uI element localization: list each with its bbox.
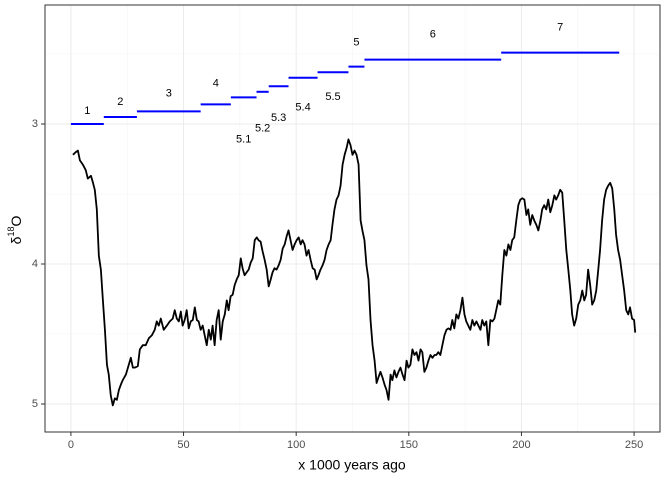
plot-area: 1 2 3 4 5.1 5.25.3 5.4 5.5 5 6 7 [70, 22, 637, 407]
stage-label: 5.4 [295, 102, 310, 114]
stage-label: 1 [84, 105, 90, 117]
x-tick-label: 200 [512, 439, 530, 451]
y-axis-title-sup: 18 [6, 227, 16, 237]
x-tick-label: 250 [625, 439, 643, 451]
stage-label: 7 [557, 22, 563, 34]
axes: 0 50 100 150 200 250 3 4 5 [32, 118, 643, 451]
stage-label: 3 [166, 87, 172, 99]
stage-label: 5.1 [236, 133, 251, 145]
stage-label: 5.5 [325, 91, 340, 103]
stage-label: 5 [353, 37, 359, 49]
y-axis-title-base: δ [8, 236, 24, 244]
y-tick-label: 4 [32, 258, 38, 270]
data-line [72, 138, 637, 407]
x-axis-title: x 1000 years ago [298, 457, 406, 473]
grid [45, 5, 660, 432]
y-axis-title-tail: O [8, 216, 24, 227]
stage-label: 2 [117, 96, 123, 108]
y-tick-label: 3 [32, 118, 38, 130]
stage-label: 5.2 [255, 123, 270, 135]
x-tick-label: 100 [287, 439, 305, 451]
y-axis-title: δ18O [6, 216, 23, 245]
stage-label: 5.3 [271, 112, 286, 124]
x-tick-label: 50 [177, 439, 189, 451]
panel-border [44, 4, 661, 433]
stage-label: 4 [213, 77, 219, 89]
stage-label: 6 [430, 29, 436, 41]
x-tick-label: 150 [400, 439, 418, 451]
y-tick-label: 5 [32, 398, 38, 410]
x-tick-label: 0 [68, 439, 74, 451]
